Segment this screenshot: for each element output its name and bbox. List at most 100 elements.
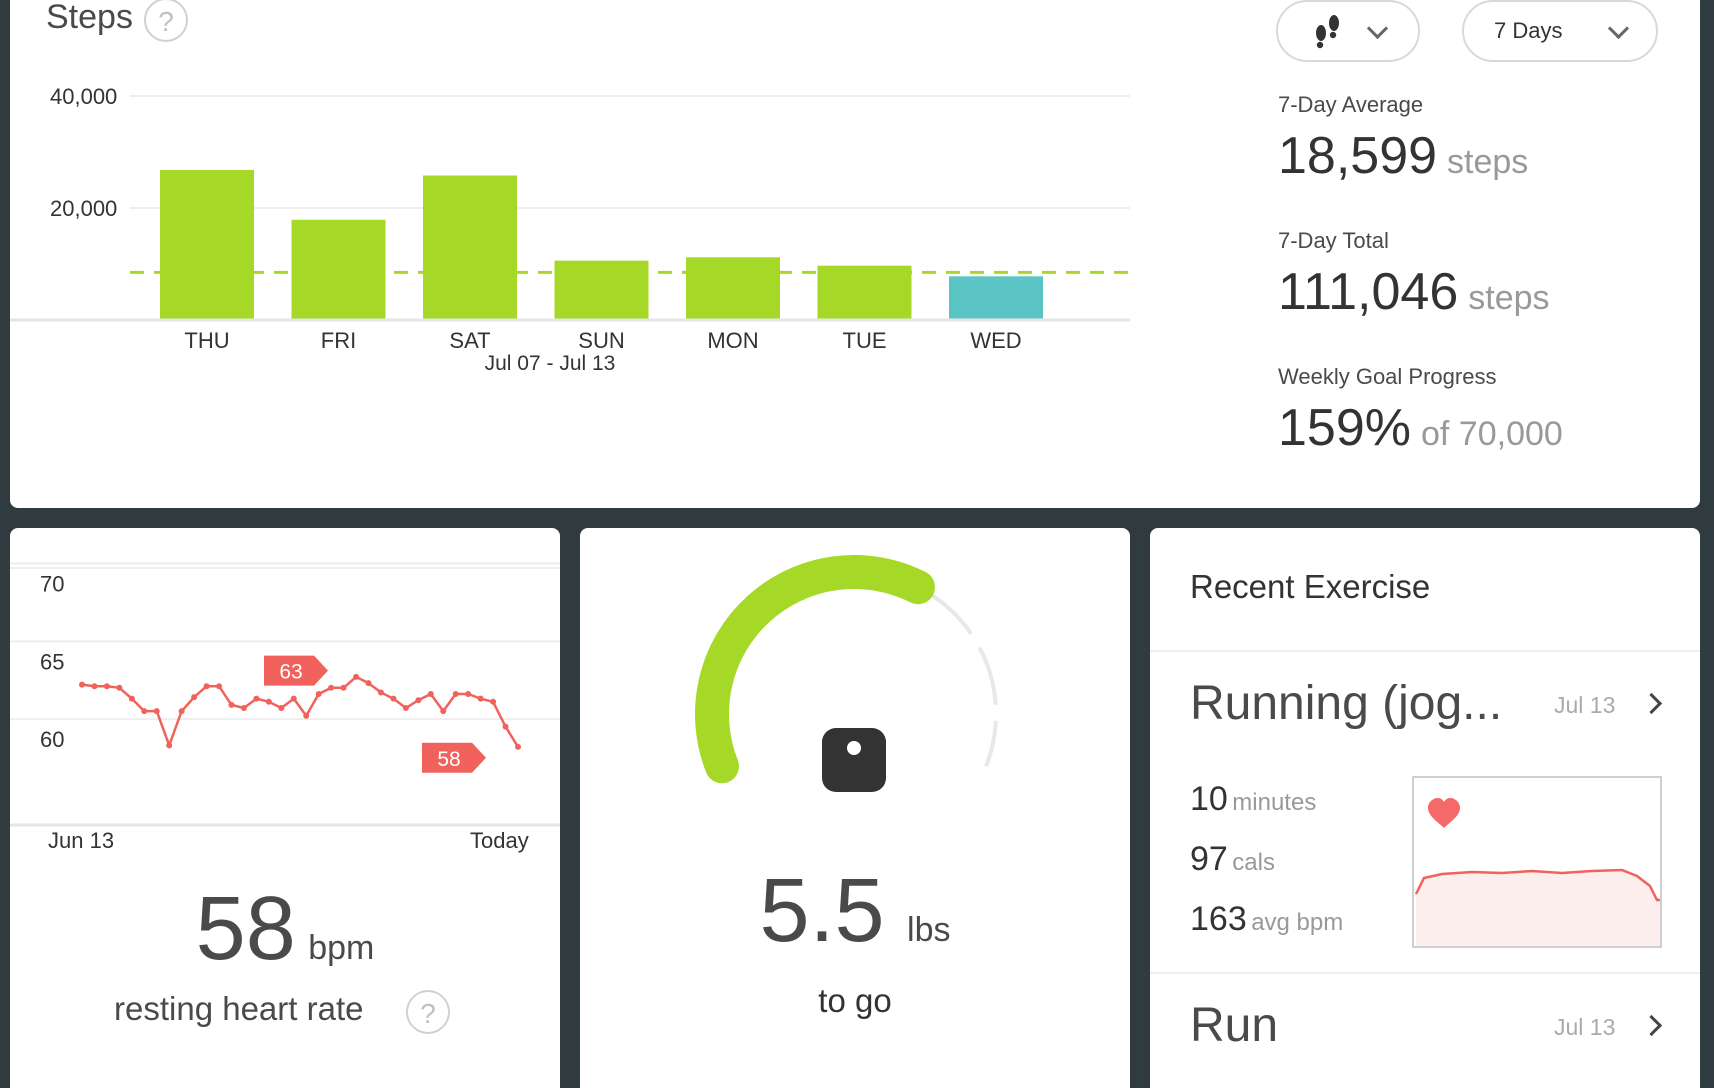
x-tick-label: THU [184, 328, 229, 353]
hr-data-point [340, 684, 347, 691]
hr-data-point [103, 683, 110, 690]
heart-icon [1428, 798, 1460, 828]
activity-selector[interactable] [1276, 0, 1420, 62]
chevron-down-icon [1366, 17, 1388, 39]
resting-hr-value: 58 [195, 879, 296, 979]
exercise-item-name: Running (jog... [1190, 677, 1503, 730]
bar-fri[interactable] [291, 219, 386, 320]
bar-sun[interactable] [554, 260, 649, 320]
exercise-duration-value: 10 [1190, 780, 1228, 818]
stat-total-unit: steps [1468, 279, 1550, 317]
hr-data-point [290, 695, 297, 702]
resting-hr-help-icon[interactable]: ? [406, 990, 450, 1034]
x-tick-label: MON [707, 328, 758, 353]
stat-average-label: 7-Day Average [1278, 92, 1424, 117]
steps-bar-chart: 40,000 20,000 THU FRI SAT SUN MON TUE WED [10, 84, 1130, 353]
y-tick-label: 70 [40, 572, 64, 597]
hr-data-point [166, 742, 173, 749]
hr-data-point [79, 681, 85, 688]
chart-date-range: Jul 07 - Jul 13 [484, 352, 616, 375]
steps-title: Steps [46, 0, 133, 36]
hr-data-point [303, 712, 310, 719]
y-tick-label: 60 [40, 727, 64, 752]
exercise-calories: 97 cals [1190, 840, 1275, 879]
weight-card: 5.5 lbs to go [580, 528, 1130, 1088]
footprints-icon [1315, 15, 1339, 49]
stat-total-label: 7-Day Total [1278, 228, 1389, 253]
exercise-item[interactable]: Run Jul 13 [1150, 974, 1700, 1088]
hr-data-point [278, 705, 285, 711]
hr-data-point [216, 683, 223, 690]
hr-data-point [178, 708, 185, 715]
hr-data-point [502, 723, 509, 730]
steps-help-icon[interactable]: ? [144, 0, 188, 42]
heart-rate-line-chart: 70 65 60 63 58 [10, 562, 560, 827]
chevron-down-icon [1607, 17, 1630, 39]
hr-max-marker-label: 63 [279, 661, 302, 684]
exercise-hr-thumbnail [1412, 776, 1662, 948]
hr-data-point [91, 683, 98, 690]
bar-sat[interactable] [423, 175, 517, 320]
hr-data-point [191, 694, 198, 701]
exercise-bpm-unit: avg bpm [1251, 909, 1344, 936]
stat-goal-label: Weekly Goal Progress [1278, 364, 1497, 389]
hr-series-line [81, 675, 520, 749]
hr-data-point [116, 684, 123, 691]
hr-data-point [415, 697, 422, 704]
hr-data-point [452, 691, 459, 697]
gauge-remaining-track [926, 591, 998, 768]
hr-data-point [203, 683, 210, 690]
hr-max-marker: 63 [264, 655, 328, 686]
bar-thu[interactable] [160, 169, 254, 320]
weight-caption: to go [818, 982, 892, 1019]
hr-data-point [141, 708, 148, 715]
gauge-progress-arc [695, 555, 935, 784]
hr-data-point [390, 695, 397, 702]
hr-data-point [240, 705, 247, 711]
hr-data-point [427, 691, 434, 697]
range-selector[interactable]: 7 Days [1462, 0, 1658, 62]
exercise-bpm-value: 163 [1190, 900, 1247, 938]
y-tick-label: 65 [40, 649, 64, 674]
exercise-item-date: Jul 13 [1554, 1014, 1616, 1040]
stat-goal-value: 159% [1278, 399, 1411, 457]
hr-x-end-label: Today [470, 828, 529, 853]
exercise-item-name: Run [1190, 999, 1279, 1052]
x-tick-label: TUE [843, 328, 887, 353]
y-tick-label: 40,000 [50, 84, 117, 109]
hr-data-point [265, 698, 272, 705]
recent-exercise-card: Recent Exercise Running (jog... Jul 13 1… [1150, 528, 1700, 1088]
hr-min-marker: 58 [422, 742, 486, 773]
heart-rate-card: 70 65 60 63 58 Jun 13 Today 58 bpm resting h… [10, 528, 560, 1088]
chevron-right-icon [1640, 692, 1663, 715]
y-tick-label: 20,000 [50, 196, 117, 221]
chevron-right-icon [1640, 1014, 1663, 1037]
hr-data-point [490, 698, 497, 705]
hr-x-start-label: Jun 13 [48, 828, 115, 853]
bar-tue[interactable] [817, 265, 912, 320]
x-tick-label: SUN [578, 328, 624, 353]
hr-data-point [440, 708, 447, 715]
exercise-item-date: Jul 13 [1554, 692, 1616, 718]
range-selector-label: 7 Days [1494, 18, 1563, 43]
bar-mon[interactable] [686, 257, 780, 320]
exercise-item[interactable]: Running (jog... Jul 13 10 minutes 97 cal… [1150, 652, 1700, 972]
exercise-duration-unit: minutes [1232, 789, 1317, 816]
hr-data-point [353, 673, 360, 680]
hr-min-marker-label: 58 [437, 748, 460, 771]
hr-data-point [477, 695, 484, 702]
bar-wed[interactable] [949, 276, 1043, 320]
resting-hr-label: resting heart rate [114, 990, 364, 1027]
stat-goal-unit: of 70,000 [1421, 415, 1563, 453]
steps-card: Steps ? 40,000 20,000 THU FRI SAT SUN MON TUE WE… [10, 0, 1700, 508]
divider [1150, 650, 1700, 652]
hr-data-point [365, 680, 372, 687]
stat-average-unit: steps [1447, 143, 1529, 181]
x-tick-label: WED [970, 328, 1021, 353]
weight-value: 5.5 [759, 861, 885, 961]
resting-hr-readout: 58 bpm [10, 878, 560, 981]
weight-readout: 5.5 lbs [580, 860, 1130, 963]
stat-total: 7-Day Total 111,046 steps [1278, 228, 1550, 322]
hr-data-point [153, 708, 160, 715]
hr-data-point [465, 691, 472, 697]
